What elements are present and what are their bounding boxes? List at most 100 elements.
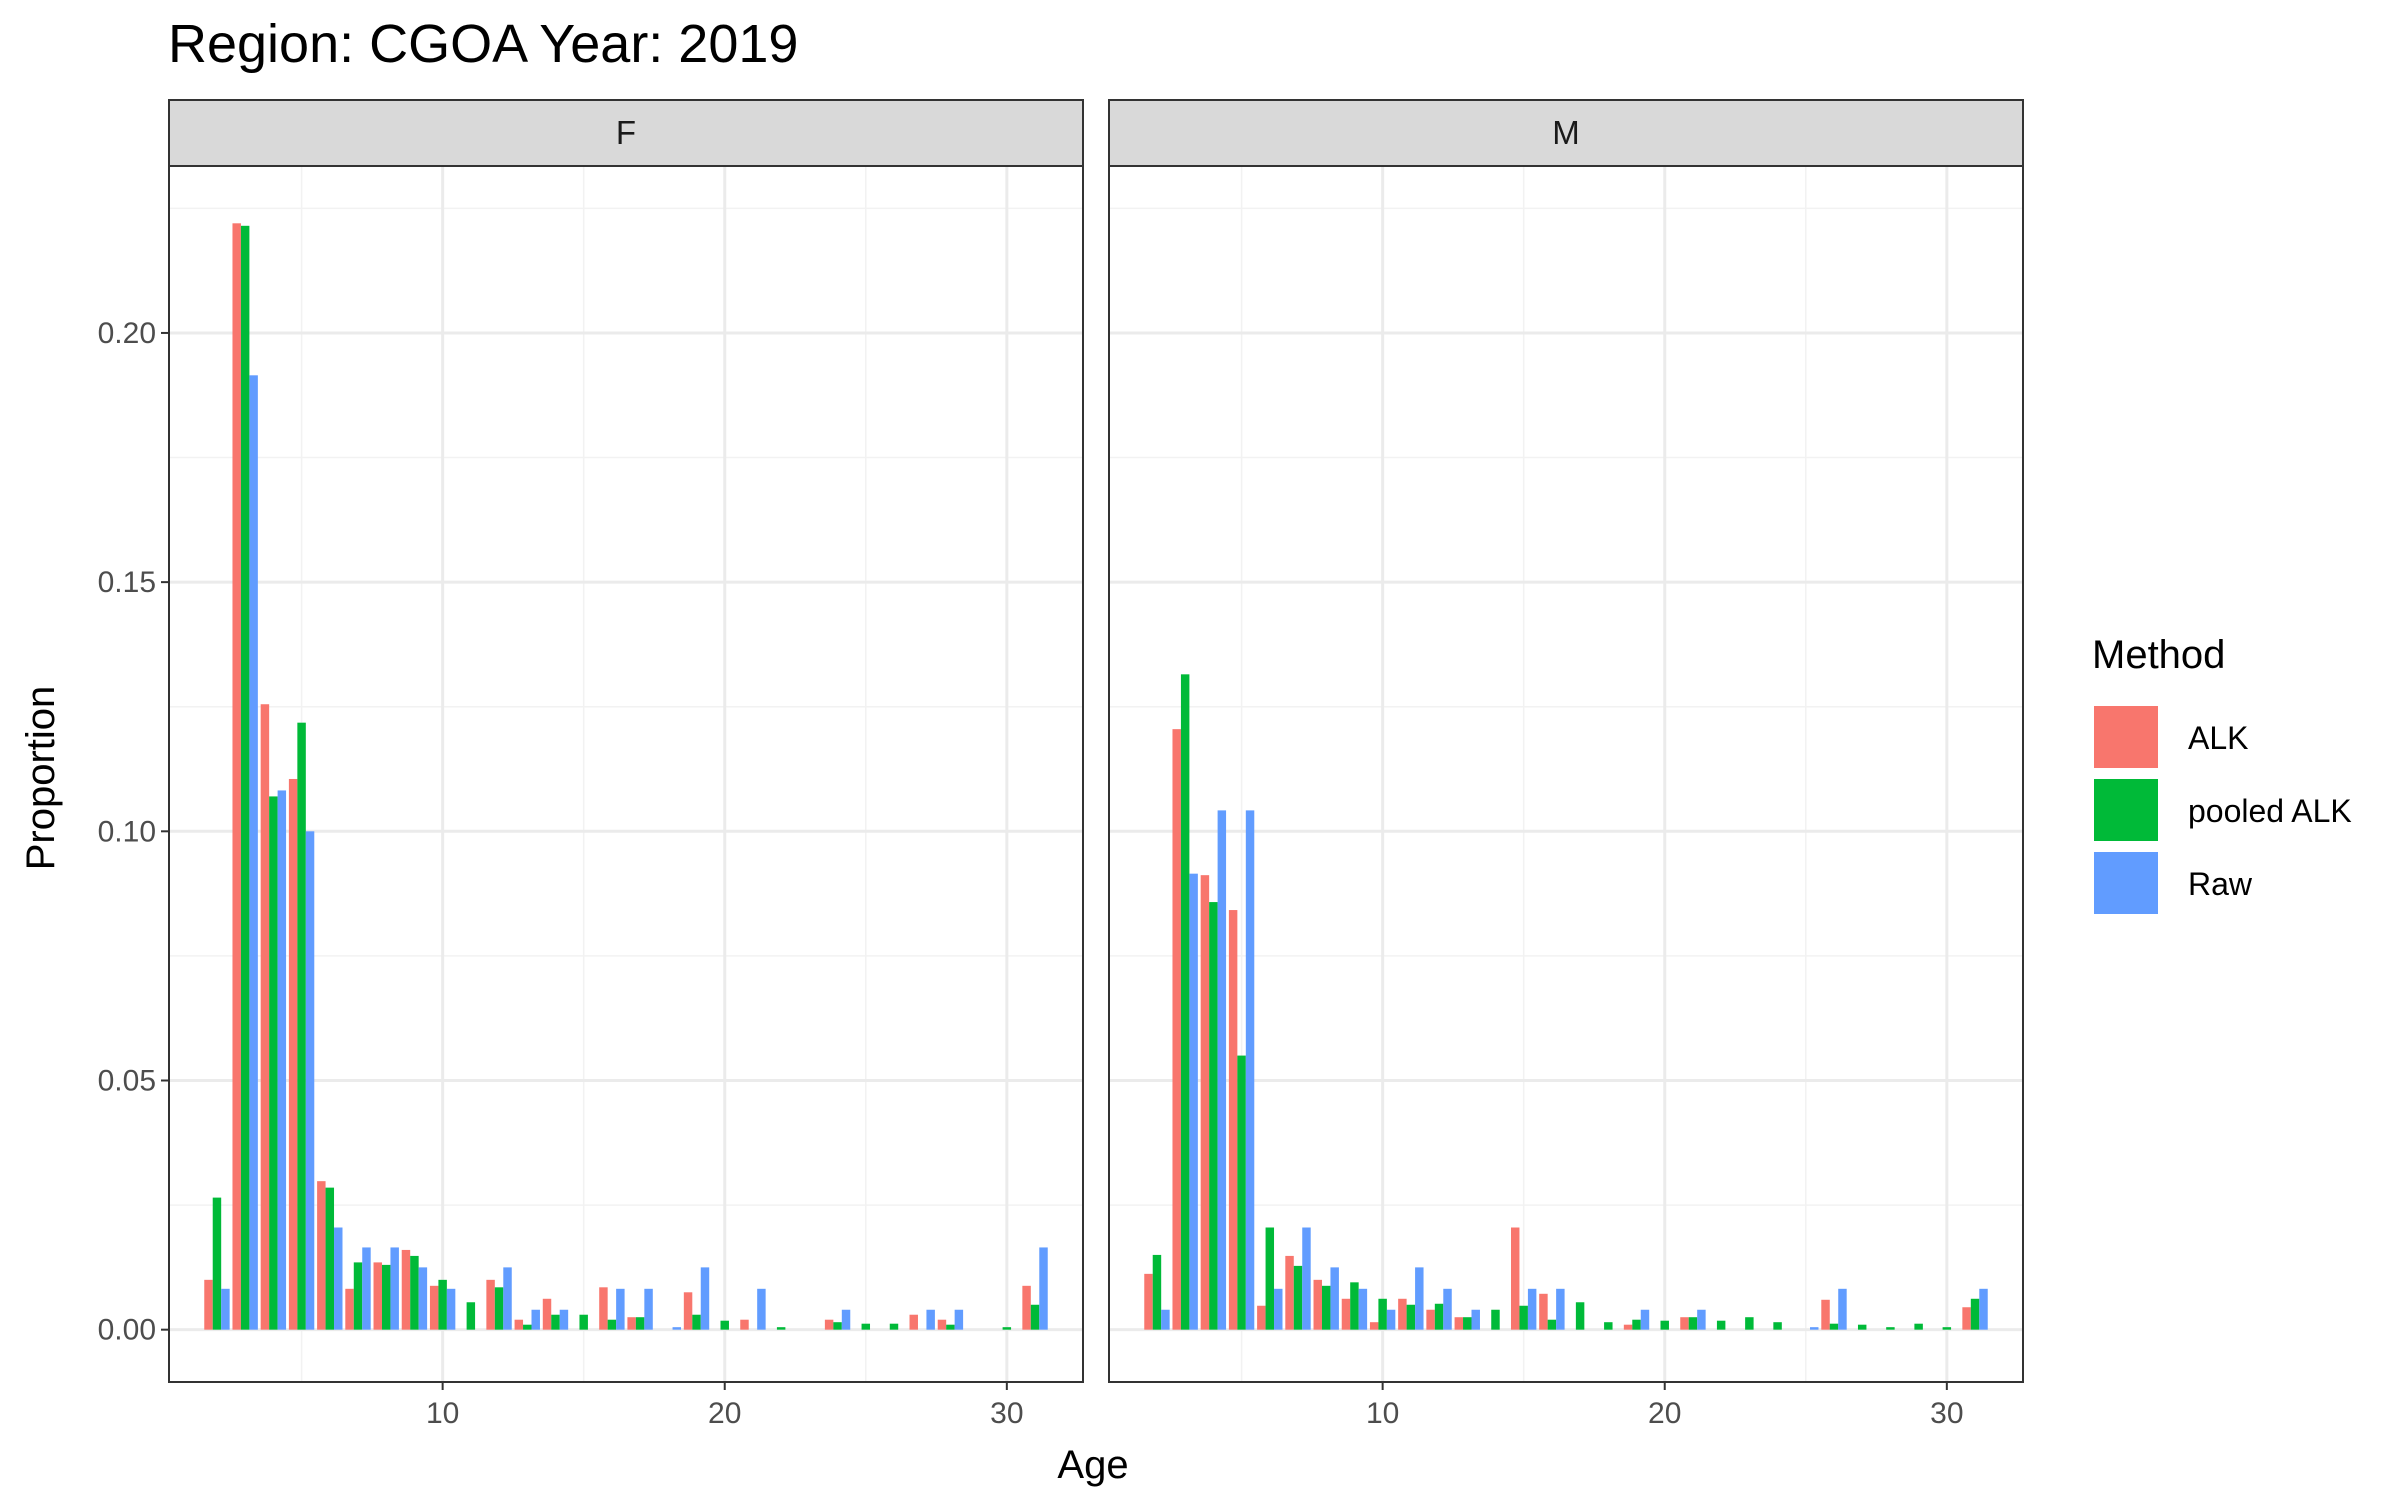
bar-raw: [841, 1309, 851, 1330]
bar-pooled-alk: [692, 1314, 701, 1330]
y-tick-label: 0.05: [98, 1064, 156, 1097]
bar-raw: [616, 1288, 625, 1330]
y-tick-label: 0.10: [98, 815, 156, 848]
bar-alk: [1341, 1298, 1351, 1330]
bar-alk: [542, 1298, 552, 1330]
bar-pooled-alk: [635, 1317, 645, 1330]
bar-alk: [1454, 1317, 1464, 1330]
bar-pooled-alk: [1914, 1323, 1923, 1330]
bar-raw: [954, 1309, 964, 1330]
bar-raw: [757, 1288, 766, 1330]
bar-alk: [1426, 1309, 1435, 1330]
bar-pooled-alk: [1604, 1322, 1613, 1330]
bar-pooled-alk: [1660, 1320, 1669, 1330]
bar-alk: [1539, 1293, 1548, 1330]
bar-alk: [824, 1319, 834, 1330]
x-tick-label: 30: [990, 1397, 1023, 1430]
bar-alk: [514, 1319, 524, 1330]
bar-raw: [700, 1267, 710, 1330]
legend: Method ALK pooled ALK Raw: [2090, 633, 2352, 918]
bar-alk: [683, 1292, 693, 1330]
bar-pooled-alk: [1970, 1298, 1980, 1330]
bar-pooled-alk: [607, 1319, 617, 1330]
bar-alk: [204, 1279, 213, 1330]
bar-pooled-alk: [1519, 1305, 1528, 1330]
x-tick-label: 20: [1648, 1397, 1681, 1430]
bar-alk: [627, 1317, 636, 1330]
facet-panels: 0.00 0.05 0.10 0.15 0.20 F 10 20 30 M 10 20 30: [98, 99, 2024, 1430]
bar-pooled-alk: [1180, 674, 1190, 1330]
bar-raw: [390, 1247, 399, 1330]
bar-raw: [1330, 1267, 1339, 1330]
bar-raw: [926, 1309, 935, 1330]
legend-key-pooled-alk: [2094, 779, 2158, 841]
x-tick-label: 30: [1930, 1397, 1963, 1430]
bar-pooled-alk: [1857, 1324, 1867, 1330]
bar-pooled-alk: [1575, 1302, 1585, 1330]
legend-key-alk: [2094, 706, 2158, 768]
bar-pooled-alk: [1491, 1309, 1500, 1330]
bar-alk: [317, 1181, 326, 1330]
bar-raw: [1245, 810, 1255, 1330]
bar-raw: [503, 1267, 512, 1330]
bar-raw: [644, 1288, 653, 1330]
bar-alk: [599, 1287, 608, 1330]
bar-pooled-alk: [1434, 1303, 1444, 1330]
facet-panel-F: F 10 20 30: [161, 99, 1084, 1430]
bar-pooled-alk: [523, 1324, 532, 1330]
bar-pooled-alk: [240, 225, 250, 1330]
bar-raw: [1274, 1288, 1283, 1330]
bar-alk: [345, 1288, 354, 1330]
facet-strip: [168, 99, 1084, 167]
bar-pooled-alk: [438, 1279, 447, 1330]
legend-label: pooled ALK: [2188, 793, 2352, 829]
y-tick-label: 0.15: [98, 566, 156, 599]
bar-raw: [249, 375, 258, 1330]
legend-label: Raw: [2188, 866, 2253, 902]
panel-background: [1109, 166, 2023, 1382]
bar-alk: [740, 1319, 749, 1330]
bar-pooled-alk: [1829, 1323, 1839, 1330]
bar-raw: [1838, 1288, 1847, 1330]
bar-pooled-alk: [579, 1314, 588, 1330]
bar-alk: [429, 1285, 439, 1330]
bar-raw: [446, 1288, 456, 1330]
bar-pooled-alk: [1942, 1327, 1952, 1330]
bar-alk: [232, 223, 241, 1330]
y-tick-label: 0.20: [98, 317, 156, 350]
bar-pooled-alk: [861, 1323, 871, 1330]
bar-pooled-alk: [1237, 1055, 1246, 1330]
bar-alk: [1228, 910, 1238, 1330]
bar-pooled-alk: [1716, 1320, 1726, 1330]
bar-raw: [1979, 1288, 1988, 1330]
bar-pooled-alk: [1773, 1322, 1782, 1330]
bar-pooled-alk: [1886, 1327, 1895, 1330]
bar-raw: [1556, 1288, 1565, 1330]
bar-raw: [362, 1247, 371, 1330]
bar-raw: [305, 831, 315, 1330]
bar-raw: [1640, 1309, 1650, 1330]
x-axis-title: Age: [1057, 1443, 1128, 1487]
bar-pooled-alk: [946, 1324, 955, 1330]
bar-pooled-alk: [1209, 902, 1218, 1330]
bar-raw: [531, 1309, 540, 1330]
bar-alk: [1623, 1324, 1633, 1330]
bar-pooled-alk: [494, 1287, 504, 1330]
bar-pooled-alk: [889, 1323, 899, 1330]
bar-alk: [1200, 875, 1210, 1330]
legend-key-raw: [2094, 852, 2158, 914]
bar-pooled-alk: [212, 1197, 222, 1330]
panel-background: [169, 166, 1083, 1382]
bar-pooled-alk: [1002, 1327, 1012, 1330]
bar-pooled-alk: [551, 1314, 560, 1330]
facet-strip-label: F: [616, 114, 636, 151]
bar-alk: [1510, 1227, 1520, 1330]
bar-alk: [1962, 1307, 1971, 1330]
bar-pooled-alk: [1265, 1227, 1275, 1330]
bar-raw: [221, 1288, 230, 1330]
bar-pooled-alk: [1152, 1254, 1162, 1330]
bar-raw: [559, 1309, 569, 1330]
bar-alk: [937, 1319, 947, 1330]
bar-raw: [1386, 1309, 1396, 1330]
